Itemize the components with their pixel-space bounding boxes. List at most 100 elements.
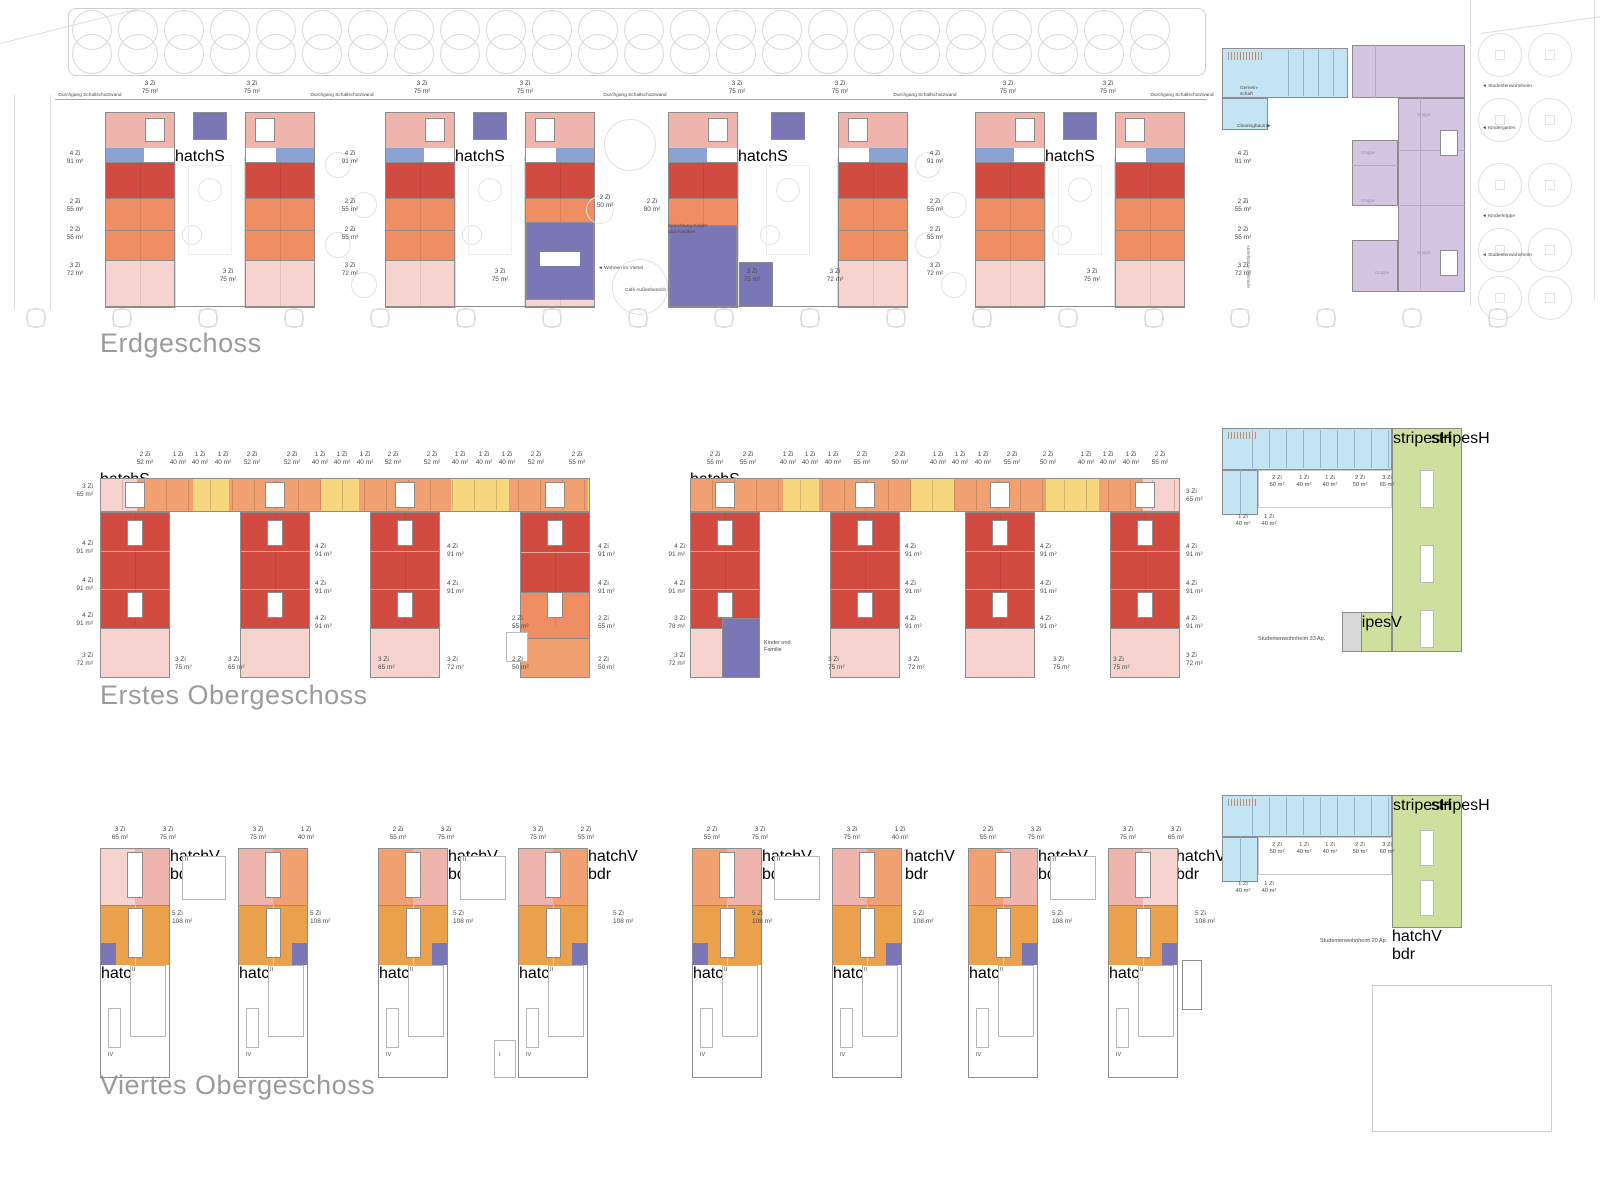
stair-core	[719, 852, 735, 898]
tower-outline	[238, 848, 308, 1078]
unit-community	[669, 225, 737, 307]
stair-core	[266, 908, 281, 958]
wall-line	[975, 306, 1185, 308]
level-numeral: II	[777, 857, 781, 863]
wall-line	[1010, 162, 1011, 308]
wing-outline	[100, 512, 170, 678]
unit-label: 2 Zi 55 m²	[1234, 198, 1252, 213]
unit-label: 1 Zi 40 m²	[929, 451, 947, 466]
tree-icon	[1230, 308, 1250, 328]
stair-core	[860, 908, 875, 958]
courtyard	[1045, 157, 1115, 308]
planter	[1058, 165, 1102, 255]
unit-label: 3 Zi 75 m²	[243, 80, 261, 95]
level-numeral: II	[132, 967, 136, 973]
level-numeral: IV	[700, 1052, 706, 1058]
unit-2zi-55	[668, 198, 738, 230]
tree-icon	[1130, 34, 1170, 74]
stair-core	[848, 118, 868, 142]
room-partitions: stripesH	[1431, 797, 1490, 814]
level-numeral: IV	[526, 1052, 532, 1058]
unit-2zi-55	[1115, 230, 1185, 260]
unit-label: 1 Zi 40 m²	[191, 451, 209, 466]
stair-core	[1135, 482, 1155, 508]
wall-line	[241, 551, 309, 552]
unit-label: 3 Zi 75 m²	[159, 826, 177, 841]
group-room-label: Gruppe	[1361, 150, 1375, 155]
wall-line	[496, 480, 497, 510]
unit-label: 2 Zi 50 m²	[1039, 451, 1057, 466]
stair-core	[857, 520, 873, 546]
unit-label: 3 Zi 65 m²	[228, 656, 245, 671]
tree-icon	[946, 34, 986, 74]
unit-label: 3 Zi 65 m²	[1167, 826, 1185, 841]
tree-band	[68, 8, 1206, 76]
wall-line	[166, 480, 167, 510]
tree-icon	[348, 34, 388, 74]
wing-outline	[838, 112, 908, 308]
wall-line	[1020, 480, 1021, 510]
planter	[468, 165, 512, 255]
wall-line	[342, 480, 343, 510]
tree-icon	[808, 34, 848, 74]
tree-icon	[325, 152, 351, 178]
unit-2zi-50	[521, 638, 589, 677]
wall-line	[1111, 589, 1179, 590]
tree-icon	[915, 152, 941, 178]
stair-core	[127, 852, 143, 898]
wall-line	[1000, 514, 1001, 626]
wall-line	[1371, 797, 1372, 835]
room	[540, 252, 580, 266]
label-box	[1258, 470, 1392, 508]
unit-label: 3 Zi 75 m²	[529, 826, 547, 841]
group-room-label: Gruppe	[1375, 270, 1389, 275]
wall-line	[320, 480, 321, 510]
unit-2zi-55	[105, 198, 175, 230]
wing-outline	[668, 112, 738, 308]
plaza-note: Einrichtung Kinder und Familien	[668, 224, 708, 235]
unit-label: 2 Zi 55 m²	[577, 826, 595, 841]
wall-line	[518, 480, 519, 510]
level-numeral: IV	[976, 1052, 982, 1058]
roof-window	[246, 1008, 259, 1048]
tree-icon	[456, 308, 476, 328]
unit-label: 2 Zi 55 m²	[66, 226, 84, 241]
roof-part: hatchV bdr	[1392, 928, 1442, 963]
unit-label: 3 Zi 72 m²	[66, 262, 84, 277]
wall-line	[1337, 430, 1338, 468]
tree-icon	[1478, 228, 1522, 272]
wing-outline	[245, 112, 315, 308]
light-slot	[1420, 470, 1434, 508]
unit-label: 4 Zi 91 m²	[66, 150, 84, 165]
unit-label: 3 Zi 75 m²	[828, 656, 845, 671]
unit-label: 4 Zi 91 m²	[315, 543, 332, 558]
terrace-court	[408, 965, 444, 1037]
street-arrow-label: ◄ Studentenwohnheim	[1482, 253, 1532, 258]
wall-line	[668, 306, 908, 308]
kindergarten-building	[1352, 140, 1398, 206]
unit-label: 3 Zi 75 m²	[219, 268, 237, 283]
unit-small	[101, 943, 116, 965]
unit-label: 3 Zi 72 m²	[341, 262, 359, 277]
unit-label: 3 Zi 75 m²	[728, 80, 746, 95]
tree-icon	[776, 178, 800, 202]
unit-label: 3 Zi 78 m²	[668, 615, 685, 630]
unit-label: 5 Zi 108 m²	[172, 910, 193, 925]
stair-core	[267, 520, 283, 546]
tree-icon	[586, 196, 614, 224]
wall-line	[254, 480, 255, 510]
planter	[188, 165, 232, 255]
stair-core	[547, 520, 563, 546]
tree-icon	[1084, 34, 1124, 74]
tree-icon	[1478, 33, 1522, 77]
unit-label: 3 Zi 75 m²	[516, 80, 534, 95]
unit-label: 2 Zi 55 m²	[706, 451, 724, 466]
stair-core	[1137, 520, 1153, 546]
community-core	[193, 112, 227, 140]
tree-icon	[1528, 163, 1572, 207]
courtyard	[455, 157, 525, 308]
level-numeral: II	[550, 967, 554, 973]
wall-line	[1398, 150, 1465, 151]
tree-icon	[670, 34, 710, 74]
unit-label: 3 Zi 65 m²	[1379, 475, 1395, 489]
